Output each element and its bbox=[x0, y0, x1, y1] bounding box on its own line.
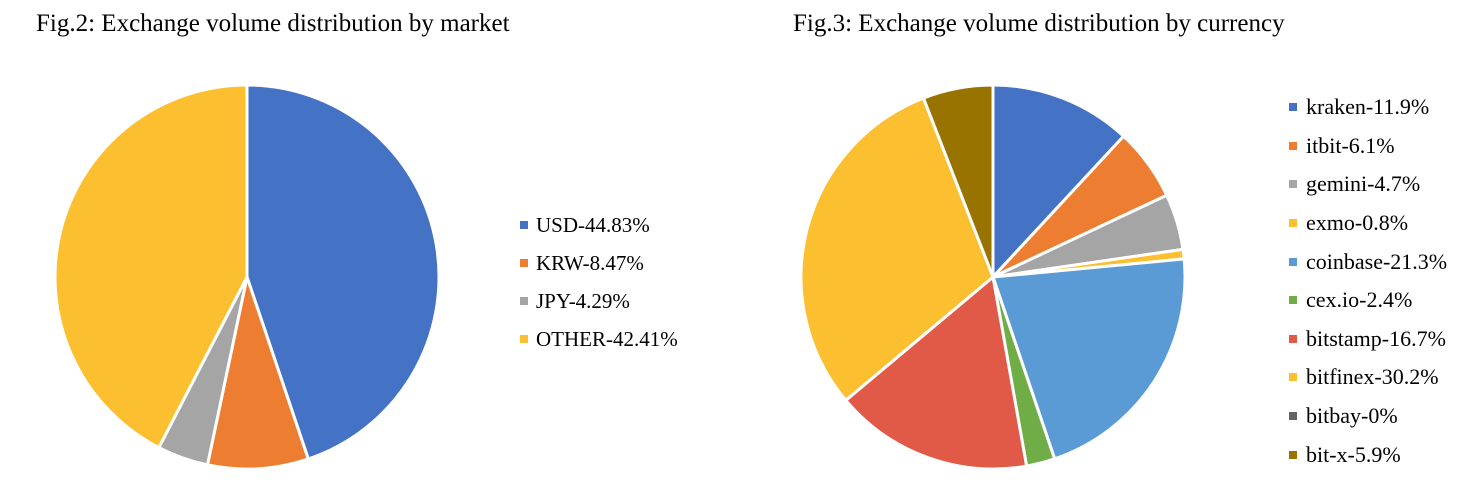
market-legend-swatch-jpy bbox=[520, 297, 528, 305]
market-chart-title: Fig.2: Exchange volume distribution by m… bbox=[36, 10, 510, 37]
currency-legend-label-itbit: itbit-6.1% bbox=[1306, 132, 1395, 158]
currency-legend-label-kraken: kraken-11.9% bbox=[1306, 94, 1430, 120]
currency-legend-swatch-bitfinex bbox=[1289, 373, 1297, 382]
market-legend-swatch-other bbox=[520, 335, 528, 343]
currency-pie-slice-bitfinex bbox=[799, 96, 995, 402]
currency-legend-swatch-exmo bbox=[1289, 219, 1297, 228]
currency-legend-swatch-gemini bbox=[1289, 180, 1297, 189]
market-legend-label-usd: USD-44.83% bbox=[536, 212, 650, 237]
market-legend: USD-44.83% KRW-8.47% JPY-4.29% OTHER-42.41% bbox=[520, 206, 678, 358]
market-pie-slice-other bbox=[53, 83, 249, 450]
market-chart-panel: Fig.2: Exchange volume distribution by m… bbox=[36, 10, 678, 471]
currency-legend-item-bit-x: bit-x-5.9% bbox=[1289, 435, 1447, 474]
currency-legend-item-bitstamp: bitstamp-16.7% bbox=[1289, 320, 1447, 359]
currency-legend-item-bitfinex: bitfinex-30.2% bbox=[1289, 358, 1447, 397]
currency-legend-swatch-coinbase bbox=[1289, 257, 1297, 266]
currency-legend-item-kraken: kraken-11.9% bbox=[1289, 88, 1447, 127]
currency-legend-swatch-bitstamp bbox=[1289, 334, 1297, 343]
market-pie-slice-usd bbox=[245, 83, 441, 461]
market-pie-chart bbox=[53, 83, 441, 471]
market-legend-label-other: OTHER-42.41% bbox=[536, 326, 678, 351]
currency-pie-slice-bit-x bbox=[921, 83, 995, 279]
currency-pie-chart bbox=[799, 83, 1187, 471]
currency-legend-label-cex-io: cex.io-2.4% bbox=[1306, 287, 1413, 313]
currency-legend-label-bit-x: bit-x-5.9% bbox=[1306, 441, 1401, 467]
currency-legend-item-bitbay: bitbay-0% bbox=[1289, 397, 1447, 436]
currency-legend-label-bitbay: bitbay-0% bbox=[1306, 403, 1398, 429]
currency-legend-item-gemini: gemini-4.7% bbox=[1289, 165, 1447, 204]
currency-legend-item-exmo: exmo-0.8% bbox=[1289, 204, 1447, 243]
currency-legend-swatch-cex-io bbox=[1289, 296, 1297, 305]
currency-legend-label-bitstamp: bitstamp-16.7% bbox=[1306, 325, 1446, 351]
currency-pie-slice-coinbase bbox=[991, 257, 1187, 461]
currency-legend-label-coinbase: coinbase-21.3% bbox=[1306, 248, 1448, 274]
currency-legend-swatch-bit-x bbox=[1289, 450, 1297, 459]
currency-legend-item-itbit: itbit-6.1% bbox=[1289, 127, 1447, 166]
currency-legend-swatch-itbit bbox=[1289, 141, 1297, 150]
currency-pie-slice-kraken bbox=[991, 83, 1126, 279]
currency-legend-swatch-bitbay bbox=[1289, 412, 1297, 421]
currency-chart-title: Fig.3: Exchange volume distribution by c… bbox=[793, 10, 1285, 37]
currency-legend-label-exmo: exmo-0.8% bbox=[1306, 210, 1409, 236]
currency-chart-panel: Fig.3: Exchange volume distribution by c… bbox=[760, 0, 1484, 488]
currency-legend-label-gemini: gemini-4.7% bbox=[1306, 171, 1421, 197]
market-legend-item-jpy: JPY-4.29% bbox=[520, 282, 678, 320]
market-legend-label-krw: KRW-8.47% bbox=[536, 250, 644, 275]
currency-legend: kraken-11.9% itbit-6.1% gemini-4.7% exmo-0.… bbox=[1289, 88, 1447, 474]
market-legend-item-other: OTHER-42.41% bbox=[520, 320, 678, 358]
currency-legend-item-coinbase: coinbase-21.3% bbox=[1289, 242, 1447, 281]
currency-legend-swatch-kraken bbox=[1289, 103, 1297, 112]
market-legend-label-jpy: JPY-4.29% bbox=[536, 288, 630, 313]
currency-legend-label-bitfinex: bitfinex-30.2% bbox=[1306, 364, 1439, 390]
market-legend-swatch-krw bbox=[520, 259, 528, 267]
currency-pie-slice-bitstamp bbox=[844, 275, 1029, 471]
market-legend-item-krw: KRW-8.47% bbox=[520, 244, 678, 282]
market-legend-item-usd: USD-44.83% bbox=[520, 206, 678, 244]
market-legend-swatch-usd bbox=[520, 221, 528, 229]
market-pie-slice-krw bbox=[205, 275, 310, 471]
currency-legend-item-cex-io: cex.io-2.4% bbox=[1289, 281, 1447, 320]
